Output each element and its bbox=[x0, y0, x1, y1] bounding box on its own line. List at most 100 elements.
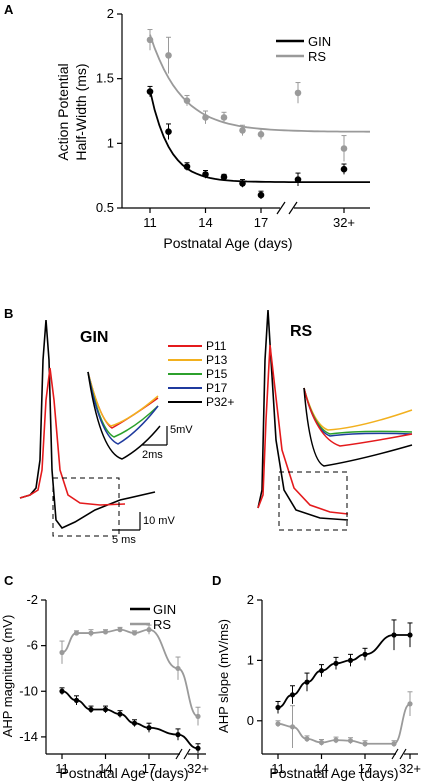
b-inset-scalebar: 5mV 2ms bbox=[142, 424, 193, 461]
d-point-rs bbox=[304, 736, 310, 742]
a-legend-rs: RS bbox=[308, 49, 326, 64]
c-legend: GIN RS bbox=[130, 602, 176, 632]
a-point-rs bbox=[257, 130, 265, 138]
a-ylabel-2: Half-Width (ms) bbox=[73, 63, 89, 160]
c-point-rs bbox=[195, 713, 201, 719]
a-ytick-label: 2 bbox=[107, 6, 114, 21]
c-xtick-label: 32+ bbox=[187, 761, 209, 776]
d-point-gin bbox=[304, 679, 310, 685]
c-point-gin bbox=[59, 688, 65, 694]
c-xtick-label: 14 bbox=[98, 761, 112, 776]
c-point-gin bbox=[131, 720, 138, 726]
b-gin-inset-p17 bbox=[87, 371, 159, 445]
a-xtick-label: 17 bbox=[254, 215, 268, 230]
a-legend-gin: GIN bbox=[308, 34, 331, 49]
a-point-gin bbox=[202, 171, 209, 178]
d-point-gin bbox=[289, 692, 296, 698]
c-point-rs bbox=[102, 629, 109, 635]
c-xtick-label: 17 bbox=[142, 761, 156, 776]
b-rs-inset-p11 bbox=[303, 387, 413, 447]
panel-label-b: B bbox=[4, 306, 13, 321]
c-point-rs bbox=[117, 627, 123, 633]
a-point-rs bbox=[202, 114, 209, 121]
panel-label-c: C bbox=[4, 573, 14, 588]
d-ylabel: AHP slope (mV/ms) bbox=[216, 619, 231, 733]
d-ytick-label: 0 bbox=[247, 713, 254, 728]
c-point-gin bbox=[88, 706, 94, 713]
d-point-gin bbox=[318, 668, 325, 674]
d-point-gin bbox=[391, 632, 397, 638]
c-ylabel: AHP magnitude (mV) bbox=[0, 615, 15, 738]
b-legend-label: P17 bbox=[206, 381, 228, 395]
b-inset-scale-ms: 2ms bbox=[142, 449, 163, 461]
d-fit-rs bbox=[277, 702, 411, 745]
a-legend: GIN RS bbox=[276, 34, 331, 64]
c-point-rs bbox=[59, 649, 65, 656]
a-point-gin bbox=[257, 191, 265, 199]
b-main-scale-mv: 10 mV bbox=[143, 515, 175, 527]
d-fit-gin bbox=[277, 634, 410, 709]
d-point-rs bbox=[289, 724, 296, 730]
chart-a: 0.5 1 1.5 2 11 14 17 32+ Action Potential Half… bbox=[55, 6, 370, 251]
a-fit-rs bbox=[149, 34, 370, 133]
d-point-gin bbox=[362, 651, 368, 657]
d-xtick-label: 17 bbox=[358, 761, 372, 776]
b-legend-label: P13 bbox=[206, 353, 228, 367]
d-point-rs bbox=[318, 739, 325, 746]
d-point-gin bbox=[275, 704, 281, 711]
c-ytick-label: -6 bbox=[26, 638, 38, 653]
d-xlabel: Postnatal Age (days) bbox=[269, 765, 398, 781]
b-gin-inset-p13 bbox=[87, 371, 159, 427]
a-point-rs bbox=[146, 36, 154, 44]
d-axis-break bbox=[391, 748, 407, 760]
d-point-rs bbox=[407, 701, 413, 707]
c-point-gin bbox=[73, 697, 80, 703]
b-legend-label: P11 bbox=[206, 339, 227, 353]
a-ylabel-1: Action Potential bbox=[55, 63, 71, 160]
d-point-rs bbox=[391, 741, 397, 747]
b-gin-inset-p32 bbox=[87, 371, 161, 460]
b-rs-inset-p13 bbox=[303, 387, 413, 431]
c-ytick-label: -14 bbox=[19, 729, 38, 744]
a-ytick-label: 1.5 bbox=[96, 71, 114, 86]
d-xtick-label: 32+ bbox=[399, 761, 421, 776]
d-point-gin bbox=[407, 632, 413, 638]
b-rs-inset-p32 bbox=[303, 387, 413, 467]
b-main-scalebar: 10 mV 5 ms bbox=[112, 512, 175, 546]
c-point-rs bbox=[175, 665, 181, 672]
a-ytick-label: 1 bbox=[107, 135, 114, 150]
b-label-gin: GIN bbox=[80, 329, 108, 346]
a-fit-gin bbox=[149, 90, 370, 184]
a-point-gin bbox=[146, 88, 154, 95]
a-point-rs bbox=[165, 52, 172, 59]
a-point-gin bbox=[294, 176, 302, 183]
c-ytick-label: -2 bbox=[26, 592, 38, 607]
a-axis-break bbox=[276, 201, 298, 215]
panel-label-a: A bbox=[4, 2, 14, 17]
b-gin-trace-p11 bbox=[19, 367, 126, 506]
a-point-gin bbox=[183, 163, 191, 170]
c-point-rs bbox=[88, 630, 94, 636]
a-ytick-label: 0.5 bbox=[96, 200, 114, 215]
b-label-rs: RS bbox=[290, 323, 313, 340]
d-point-rs bbox=[347, 738, 354, 744]
a-point-rs bbox=[340, 145, 348, 152]
b-rs-trace-p11 bbox=[257, 344, 349, 515]
d-point-rs bbox=[362, 741, 368, 747]
d-xtick-label: 11 bbox=[271, 761, 285, 776]
c-legend-rs: RS bbox=[153, 617, 171, 632]
a-xlabel: Postnatal Age (days) bbox=[163, 235, 292, 251]
c-point-rs bbox=[73, 630, 80, 636]
a-point-gin bbox=[340, 165, 348, 173]
d-point-gin bbox=[333, 660, 339, 667]
a-point-rs bbox=[239, 127, 246, 134]
d-point-rs bbox=[275, 721, 281, 727]
a-point-rs bbox=[183, 97, 191, 104]
a-point-gin bbox=[239, 180, 246, 187]
c-xlabel: Postnatal Age (days) bbox=[59, 765, 188, 781]
a-xtick-label: 14 bbox=[198, 215, 212, 230]
chart-c: -2-6-10-14 11 14 17 32+ AHP magnitude (mV) … bbox=[0, 592, 209, 781]
